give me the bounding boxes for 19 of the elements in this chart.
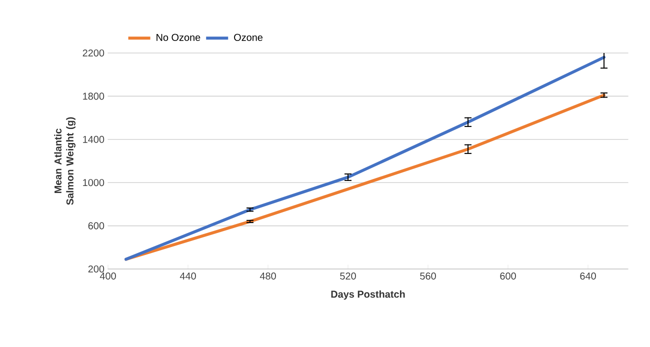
y-tick-label: 1400 [83,136,104,143]
x-tick-label: 640 [580,272,596,280]
y-tick-label: 200 [88,265,104,273]
line-series [124,94,606,261]
y-tick-label: 1000 [83,179,104,186]
line-series [124,56,606,261]
x-tick-label: 600 [500,272,516,280]
y-tick-label: 1800 [83,92,104,100]
y-tick-label: 2200 [82,49,104,57]
x-axis-title: Days Posthatch [331,290,405,300]
x-tick-label: 560 [420,272,436,280]
y-tick-label: 600 [88,222,104,230]
legend-label: Ozone [234,34,263,41]
x-tick-label: 520 [340,272,356,280]
x-tick-label: 400 [100,272,116,280]
x-tick-label: 480 [260,272,276,280]
legend-label: No Ozone [156,34,200,41]
y-axis-title: Mean Atlantic Salmon Weight (g) [54,117,76,205]
x-tick-label: 440 [180,272,196,280]
